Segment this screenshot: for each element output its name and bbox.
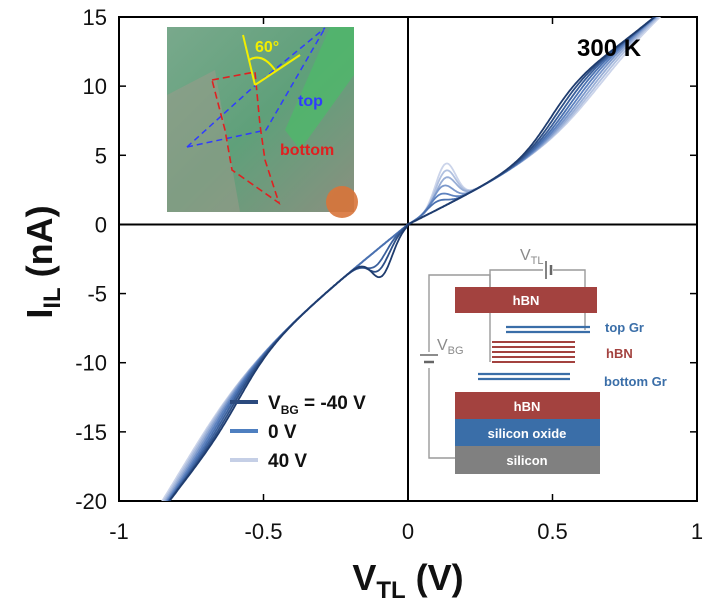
- y-tick-label: -15: [75, 420, 107, 445]
- layer-silicon-label: silicon: [506, 453, 547, 468]
- layer-silicon-oxide: [455, 419, 600, 446]
- layer-top-graphene-label: top Gr: [605, 320, 644, 335]
- series-line: [168, 17, 656, 501]
- flake-orange-dot: [326, 186, 358, 218]
- layer-bottom-graphene: [478, 372, 570, 381]
- layer-silicon: [455, 446, 600, 474]
- legend-label: 40 V: [268, 451, 307, 472]
- legend: VBG = -40 V 0 V 40 V: [230, 393, 366, 472]
- y-tick-label: -10: [75, 351, 107, 376]
- layer-middle-hbn: [492, 341, 575, 363]
- x-tick-label: 0: [402, 519, 414, 544]
- x-axis-label: VTL (V): [352, 557, 463, 604]
- y-tick-label: 15: [83, 5, 107, 30]
- layer-top-hbn: [455, 287, 597, 313]
- layer-bottom-graphene-label: bottom Gr: [604, 374, 667, 389]
- legend-label: 0 V: [268, 422, 297, 443]
- layer-top-graphene: [506, 325, 590, 334]
- x-tick-label: -0.5: [245, 519, 283, 544]
- top-flake-outline: [186, 27, 326, 148]
- inset-photo: 60° top bottom: [167, 27, 358, 218]
- vtl-wire: [489, 269, 543, 287]
- vbg-wire-2: [428, 368, 455, 459]
- vtl-label: VTL: [520, 247, 544, 267]
- x-tick-label: -1: [109, 519, 129, 544]
- y-axis-label: IIL(nA): [19, 205, 66, 318]
- y-tick-label: -20: [75, 489, 107, 514]
- device-schematic: VTL VBG hBN top Gr hBN bottom Gr hBN: [420, 247, 667, 474]
- layer-top-hbn-label: hBN: [513, 293, 540, 308]
- bottom-label: bottom: [280, 142, 334, 159]
- y-tick-label: 10: [83, 74, 107, 99]
- flake-light-region: [167, 70, 240, 212]
- curves: [161, 17, 662, 501]
- x-tick-label: 0.5: [537, 519, 568, 544]
- layer-bottom-hbn-label: hBN: [514, 399, 541, 414]
- vbg-label: VBG: [437, 337, 464, 357]
- top-flake-outline-2: [186, 27, 326, 148]
- y-tick-label: 0: [95, 212, 107, 237]
- bottom-flake-outline: [211, 71, 281, 206]
- layer-bottom-hbn: [455, 392, 600, 419]
- ticks: [118, 16, 698, 502]
- top-label: top: [298, 93, 323, 110]
- layer-middle-hbn-label: hBN: [606, 346, 633, 361]
- y-tick-label: -5: [87, 282, 107, 307]
- tick-labels: -1 -0.5 0 0.5 1 15 10 5 0 -5 -10 -15 -20: [75, 5, 703, 544]
- flake-green-stripe: [285, 27, 354, 150]
- vbg-wire: [428, 274, 491, 352]
- y-tick-label: 5: [95, 143, 107, 168]
- temperature-label: 300 K: [577, 35, 642, 62]
- x-tick-label: 1: [691, 519, 703, 544]
- angle-line-2: [254, 54, 301, 86]
- angle-label: 60°: [255, 39, 279, 56]
- legend-label: VBG = -40 V: [268, 393, 366, 417]
- angle-arc: [248, 56, 276, 71]
- layer-silicon-oxide-label: silicon oxide: [488, 426, 567, 441]
